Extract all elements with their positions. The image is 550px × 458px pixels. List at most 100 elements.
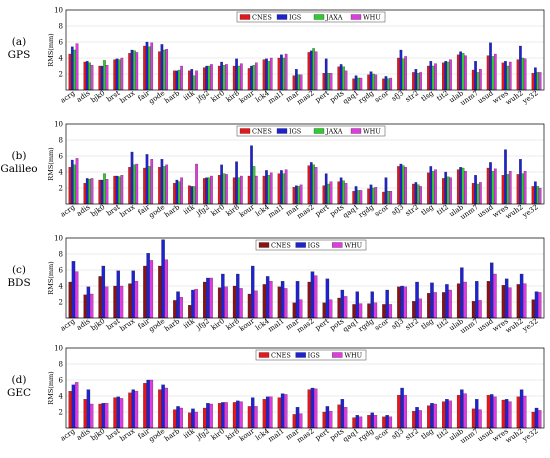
- panel-label: (c) BDS: [0, 264, 38, 290]
- bar-whu-pots: [344, 183, 348, 205]
- y-tick-label: 4: [59, 168, 64, 176]
- y-axis-label: RMS(mm): [47, 261, 55, 295]
- bar-whu-wuh2: [523, 395, 527, 429]
- plot-frame: [65, 237, 545, 319]
- x-tick-label: brux: [118, 203, 136, 219]
- bar-cnes-tit2: [442, 401, 446, 429]
- bar-igs-bjk0: [101, 403, 106, 429]
- bar-cnes-fair: [143, 265, 147, 319]
- x-tick-label: scor: [373, 427, 390, 443]
- x-tick-label: tlsg: [420, 317, 436, 331]
- bar-jaxa-str2: [416, 73, 420, 91]
- x-tick-label: mas2: [296, 427, 316, 444]
- bar-jaxa-pots: [342, 66, 345, 91]
- bar-cnes-unm7: [471, 408, 476, 429]
- bar-cnes-unm7: [471, 183, 475, 205]
- bar-igs-adis: [86, 389, 91, 429]
- bar-whu-iitk: [194, 289, 198, 319]
- y-tick-label: 2: [59, 298, 63, 306]
- bar-cnes-str2: [412, 301, 416, 319]
- bar-cnes-harb: [173, 183, 176, 205]
- bar-igs-kour: [251, 265, 255, 319]
- bar-igs-tlsg: [429, 61, 433, 91]
- bar-whu-ulab: [464, 171, 467, 205]
- bar-whu-scor: [388, 304, 393, 319]
- bar-igs-harb: [176, 406, 180, 429]
- bar-cnes-qaq1: [352, 304, 356, 319]
- bar-cnes-scor: [382, 191, 385, 205]
- bar-jaxa-kour: [252, 166, 256, 205]
- bar-jaxa-harb: [177, 181, 181, 205]
- bar-cnes-kir0: [217, 175, 221, 205]
- bar-whu-sfj3: [404, 56, 407, 91]
- bar-cnes-scor: [382, 416, 386, 429]
- bar-jaxa-mar: [297, 186, 301, 205]
- bar-igs-gode: [160, 44, 164, 91]
- bar-jaxa-brst: [118, 59, 121, 91]
- bar-igs-brux: [130, 49, 134, 91]
- bar-whu-acrg: [74, 271, 79, 319]
- bar-igs-tit2: [444, 171, 448, 205]
- bar-cnes-qaq1: [352, 78, 356, 91]
- x-tick-label: pert: [314, 203, 331, 218]
- bar-whu-usud: [493, 273, 497, 319]
- bar-whu-adis: [89, 293, 94, 319]
- bar-igs-pert: [325, 406, 330, 429]
- bar-whu-harb: [179, 407, 183, 429]
- bar-igs-jfg2: [205, 177, 209, 205]
- bar-cnes-lck4: [262, 399, 267, 429]
- bar-jaxa-kour: [252, 65, 256, 91]
- legend-label-jaxa: JAXA: [325, 128, 343, 136]
- x-tick-label: pert: [314, 317, 331, 332]
- bar-igs-mas2: [309, 162, 313, 205]
- bar-whu-acrg: [75, 158, 79, 205]
- y-tick-label: 4: [59, 392, 64, 400]
- bar-whu-scor: [388, 416, 393, 429]
- legend: CNES IGS WHU: [255, 349, 367, 361]
- bar-whu-kir0: [224, 402, 228, 429]
- x-tick-label: bjk0: [89, 89, 106, 104]
- legend-swatch-igs: [295, 242, 306, 248]
- legend: CNES IGS JAXA WHU: [236, 125, 386, 137]
- bar-jaxa-ye32: [536, 72, 540, 91]
- y-tick-label: 6: [59, 376, 64, 384]
- bar-cnes-str2: [412, 183, 415, 205]
- x-tick-label: pert: [314, 427, 331, 442]
- bar-jaxa-gode: [162, 166, 166, 205]
- bar-whu-str2: [418, 298, 422, 319]
- bar-igs-ulab: [459, 51, 462, 91]
- bar-jaxa-harb: [177, 69, 181, 91]
- bar-whu-mal1: [284, 288, 288, 319]
- bar-cnes-wuh2: [516, 284, 521, 319]
- bar-igs-unm7: [474, 61, 477, 91]
- x-tick-label: scor: [373, 89, 390, 105]
- bar-cnes-brst: [113, 59, 117, 91]
- bar-igs-wuh2: [519, 389, 524, 429]
- bar-whu-ye32: [537, 410, 542, 429]
- bar-whu-harb: [179, 297, 183, 319]
- bar-whu-gode: [165, 164, 168, 205]
- bar-whu-tit2: [448, 400, 452, 429]
- bar-whu-jfg2: [209, 277, 213, 319]
- legend-label-whu: WHU: [344, 352, 362, 360]
- x-tick-label: kir0: [210, 427, 226, 442]
- bar-igs-harb: [176, 291, 180, 319]
- bar-igs-mar: [295, 185, 298, 205]
- bar-cnes-kir8: [232, 65, 236, 91]
- x-tick-label: brst: [105, 317, 121, 332]
- bar-igs-wres: [504, 399, 509, 429]
- bar-cnes-wres: [501, 285, 506, 319]
- bar-igs-tlsg: [430, 403, 434, 429]
- x-tick-label: str2: [404, 89, 420, 104]
- bar-cnes-brux: [128, 53, 131, 91]
- bar-igs-ulab: [459, 167, 462, 205]
- bar-whu-brux: [135, 52, 139, 91]
- bar-cnes-rgdg: [367, 74, 370, 91]
- y-tick-label: 6: [59, 266, 64, 274]
- bar-cnes-wres: [501, 62, 505, 91]
- bar-whu-sfj3: [403, 286, 407, 319]
- bar-cnes-adis: [83, 183, 87, 205]
- x-tick-label: jfg2: [194, 203, 211, 218]
- bar-whu-pert: [329, 181, 333, 205]
- bar-jaxa-bjk0: [103, 60, 106, 91]
